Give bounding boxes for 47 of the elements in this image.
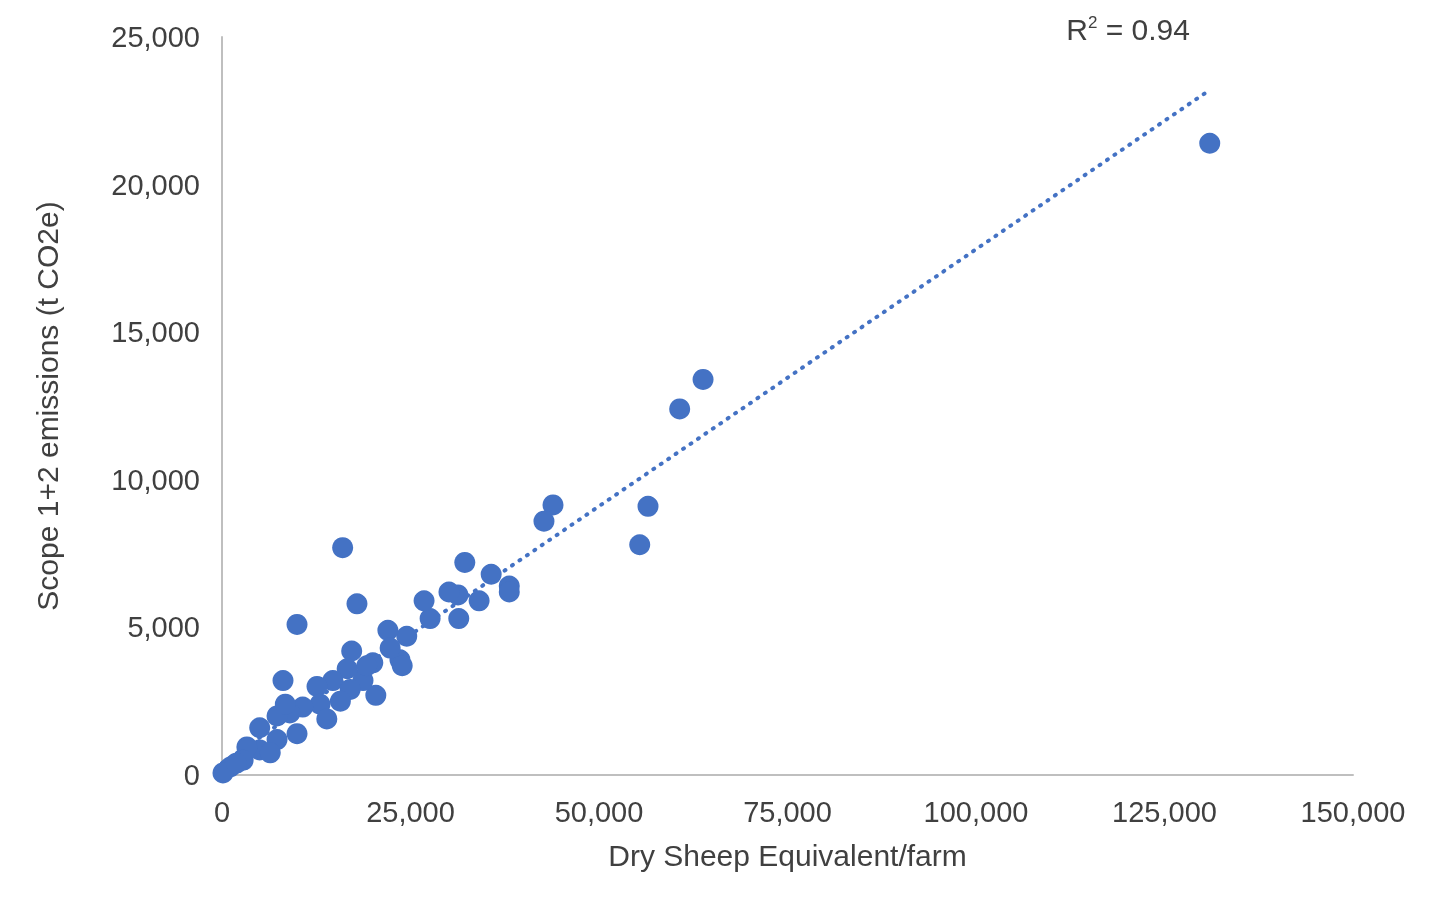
point — [377, 619, 399, 641]
point — [225, 752, 247, 774]
y-tick-label: 10,000 — [111, 463, 200, 496]
y-tick-label: 25,000 — [111, 21, 200, 53]
point — [542, 494, 564, 516]
x-tick-label: 75,000 — [743, 795, 832, 828]
point — [637, 495, 659, 517]
point — [396, 625, 418, 647]
point — [341, 640, 363, 662]
point — [480, 563, 502, 585]
y-tick-label: 5,000 — [127, 611, 200, 644]
x-tick-label: 125,000 — [1112, 795, 1217, 828]
point — [249, 717, 271, 739]
point — [286, 613, 308, 635]
point — [413, 590, 435, 612]
point — [356, 655, 378, 677]
point — [272, 670, 294, 692]
x-tick-label: 100,000 — [923, 795, 1029, 828]
x-tick-label: 50,000 — [554, 795, 644, 828]
x-tick-label: 0 — [213, 795, 231, 828]
point — [629, 534, 651, 556]
point — [468, 590, 490, 612]
point — [329, 690, 351, 712]
point — [454, 551, 476, 573]
point — [259, 742, 281, 764]
point — [448, 608, 470, 630]
x-tick-label: 25,000 — [366, 795, 455, 828]
point — [306, 675, 328, 697]
point — [336, 658, 358, 680]
y-tick-label: 15,000 — [111, 316, 200, 349]
y-tick-label: 20,000 — [111, 168, 200, 201]
point — [438, 581, 460, 603]
point — [1199, 132, 1221, 154]
x-axis-title: Dry Sheep Equivalent/farm — [608, 838, 967, 872]
point — [346, 593, 368, 615]
point — [365, 684, 387, 706]
point — [379, 637, 401, 659]
y-axis-title: Scope 1+2 emissions (t CO2e) — [30, 201, 64, 611]
x-tick-label: 150,000 — [1300, 795, 1406, 828]
point — [669, 398, 691, 420]
point — [419, 608, 441, 630]
point — [533, 510, 555, 532]
point — [332, 537, 354, 559]
point — [692, 368, 714, 390]
point — [316, 708, 338, 730]
y-tick-label: 0 — [183, 759, 200, 791]
point — [286, 723, 308, 745]
